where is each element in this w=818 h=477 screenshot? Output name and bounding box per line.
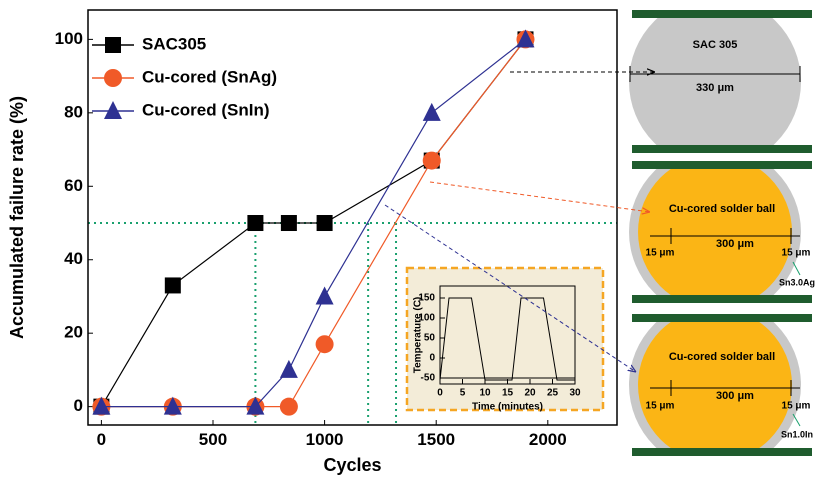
x-tick-label: 0 — [437, 388, 443, 399]
marker-square — [247, 215, 264, 232]
pad — [632, 145, 812, 153]
y-axis-title: Accumulated failure rate (%) — [7, 96, 27, 339]
pad — [632, 161, 812, 169]
plot-frame — [87, 9, 618, 426]
pointer-arrow — [384, 204, 636, 372]
pad — [632, 295, 812, 303]
x-axis-title: Time (minutes) — [472, 402, 543, 413]
marker-triangle — [279, 359, 298, 378]
shell-thickness: 15 μm — [782, 401, 811, 412]
leader — [792, 261, 801, 276]
marker-triangle — [104, 101, 122, 119]
solder-ball — [629, 18, 801, 145]
marker-square — [164, 277, 181, 294]
marker-circle — [315, 335, 334, 354]
x-tick-label: 10 — [479, 388, 491, 399]
marker-circle — [279, 397, 298, 416]
shell-thickness: 15 μm — [782, 248, 811, 259]
y-tick-label: 100 — [55, 29, 83, 48]
marker-triangle — [516, 29, 535, 48]
pad — [632, 448, 812, 456]
y-tick-label: 40 — [64, 249, 83, 268]
ball-width: 330 μm — [696, 82, 734, 94]
core-width: 300 μm — [716, 238, 754, 250]
shell-thickness: 15 μm — [646, 248, 675, 259]
main-chart: 0 500 1000 1500 2000020406080100CyclesAccumu… — [7, 9, 618, 475]
x-tick-label: 25 — [547, 388, 559, 399]
y-tick-label: -50 — [421, 373, 436, 384]
x-tick-label: 0 — [97, 430, 106, 449]
x-axis-title: Cycles — [323, 455, 381, 475]
legend-label: Cu-cored (SnIn) — [142, 100, 270, 119]
x-tick-label: 500 — [199, 430, 227, 449]
pad — [632, 10, 812, 18]
y-tick-label: 100 — [418, 313, 435, 324]
pointer-arrow — [429, 181, 650, 212]
diagram-sac305: SAC 305 330 μm — [629, 10, 812, 153]
x-tick-label: 15 — [502, 388, 514, 399]
marker-triangle — [163, 396, 182, 415]
x-tick-label: 30 — [569, 388, 581, 399]
ball-label: SAC 305 — [693, 39, 738, 51]
marker-triangle — [246, 396, 265, 415]
y-tick-label: 60 — [64, 176, 83, 195]
x-tick-label: 5 — [460, 388, 466, 399]
y-tick-label: 150 — [418, 293, 435, 304]
x-tick-label: 1500 — [417, 430, 455, 449]
x-tick-label: 2000 — [529, 430, 567, 449]
core-width: 300 μm — [716, 390, 754, 402]
y-tick-label: 80 — [64, 102, 83, 121]
alloy-label: Sn1.0In — [781, 429, 813, 439]
legend-label: SAC305 — [142, 34, 206, 53]
marker-triangle — [92, 396, 111, 415]
alloy-label: Sn3.0Ag — [779, 277, 815, 287]
diagram-snin: Cu-cored solder ball 300 μm 15 μm 15 μm … — [629, 314, 813, 456]
core — [638, 169, 792, 295]
marker-square — [280, 215, 297, 232]
marker-circle — [422, 151, 441, 170]
marker-circle — [104, 69, 122, 87]
leader — [792, 413, 801, 427]
ball-label: Cu-cored solder ball — [669, 203, 775, 215]
marker-square — [105, 37, 121, 53]
marker-triangle — [422, 102, 441, 121]
shell-thickness: 15 μm — [646, 401, 675, 412]
marker-triangle — [315, 286, 334, 305]
marker-square — [316, 215, 333, 232]
y-tick-label: 0 — [74, 396, 83, 415]
legend-label: Cu-cored (SnAg) — [142, 67, 277, 86]
series-line — [439, 297, 575, 381]
y-tick-label: 50 — [424, 333, 436, 344]
diagram-snag: Cu-cored solder ball 300 μm 15 μm 15 μm … — [629, 161, 815, 303]
y-axis-title: Temperature (C) — [413, 297, 424, 374]
core — [638, 322, 792, 448]
y-tick-label: 0 — [429, 353, 435, 364]
ball-label: Cu-cored solder ball — [669, 351, 775, 363]
y-tick-label: 20 — [64, 323, 83, 342]
x-tick-label: 20 — [524, 388, 536, 399]
x-tick-label: 1000 — [306, 430, 344, 449]
pad — [632, 314, 812, 322]
